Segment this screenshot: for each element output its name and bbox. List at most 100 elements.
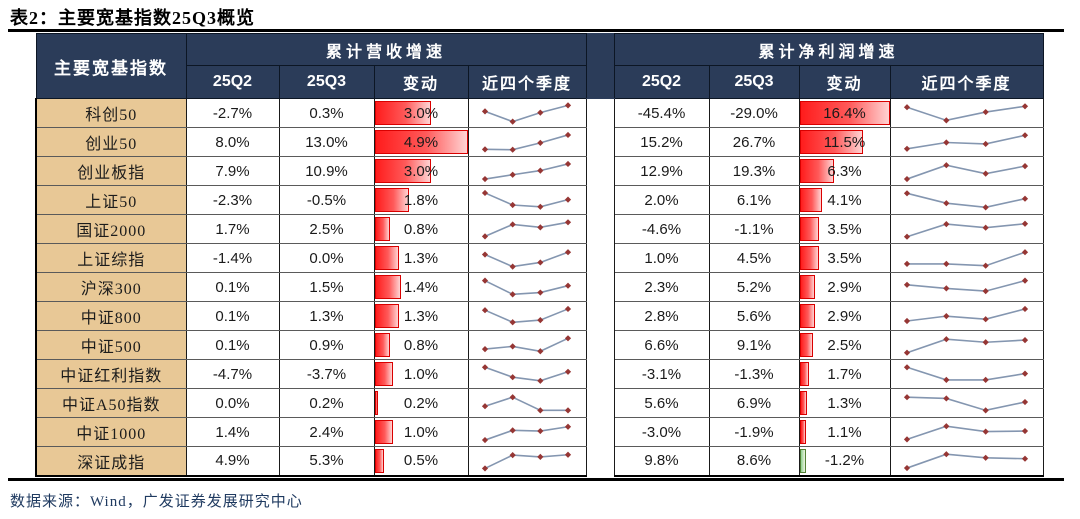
revenue-group-header: 累计营收增速 <box>185 33 587 66</box>
rev-sparkline <box>467 330 587 360</box>
rev-sparkline <box>467 214 587 244</box>
change-data-bar <box>800 101 890 125</box>
rev-25q2-value: 4.9% <box>185 446 280 477</box>
change-data-bar <box>800 188 823 212</box>
change-data-bar <box>375 130 467 154</box>
rev-25q3-value: 1.5% <box>278 272 375 302</box>
profit-25q2-value: -45.4% <box>613 98 710 128</box>
column-gap <box>585 156 615 186</box>
rev-change-cell: 1.3% <box>373 243 469 273</box>
column-gap <box>585 127 615 157</box>
profit-25q3-value: 26.7% <box>708 127 800 157</box>
column-gap <box>585 98 615 128</box>
profit-sparkline-header: 近四个季度 <box>889 65 1044 99</box>
profit-sparkline <box>889 156 1044 186</box>
rev-25q3-value: 13.0% <box>278 127 375 157</box>
change-data-bar <box>375 333 390 357</box>
rev-25q3-value: 5.3% <box>278 446 375 477</box>
profit-25q2-value: 1.0% <box>613 243 710 273</box>
profit-sparkline <box>889 301 1044 331</box>
table-row: 中证A50指数 0.0% 0.2% 0.2% 5.6% 6.9% 1.3% <box>35 388 1044 418</box>
change-value: 2.5% <box>827 336 862 354</box>
profit-25q2-value: -4.6% <box>613 214 710 244</box>
column-gap <box>585 388 615 418</box>
rev-sparkline <box>467 301 587 331</box>
index-name: 中证800 <box>35 301 187 331</box>
column-gap <box>585 359 615 389</box>
profit-25q3-value: 6.9% <box>708 388 800 418</box>
profit-change-cell: 2.9% <box>798 301 891 331</box>
rev-change-cell: 3.0% <box>373 156 469 186</box>
profit-sparkline <box>889 388 1044 418</box>
change-data-bar <box>375 188 409 212</box>
profit-25q2-value: 6.6% <box>613 330 710 360</box>
profit-sparkline <box>889 330 1044 360</box>
profit-change-cell: 16.4% <box>798 98 891 128</box>
change-value: 2.9% <box>827 307 862 325</box>
change-value: 0.2% <box>403 394 439 412</box>
rev-25q3-value: 10.9% <box>278 156 375 186</box>
index-name: 国证2000 <box>35 214 187 244</box>
table-row: 中证红利指数 -4.7% -3.7% 1.0% -3.1% -1.3% 1.7% <box>35 359 1044 389</box>
profit-25q3-value: -1.1% <box>708 214 800 244</box>
profit-sparkline <box>889 185 1044 215</box>
change-data-bar <box>800 304 816 328</box>
change-value: 0.8% <box>403 336 439 354</box>
rev-sparkline <box>467 359 587 389</box>
profit-25q3-value: 5.6% <box>708 301 800 331</box>
change-data-bar <box>375 362 394 386</box>
rev-25q3-value: 0.9% <box>278 330 375 360</box>
profit-25q2-value: 5.6% <box>613 388 710 418</box>
table-row: 中证1000 1.4% 2.4% 1.0% -3.0% -1.9% 1.1% <box>35 417 1044 447</box>
profit-25q3-value: 9.1% <box>708 330 800 360</box>
change-value: 3.0% <box>403 162 439 180</box>
rev-change-cell: 0.8% <box>373 214 469 244</box>
rev-25q2-value: 7.9% <box>185 156 280 186</box>
index-name: 中证1000 <box>35 417 187 447</box>
rev-25q2-value: 8.0% <box>185 127 280 157</box>
profit-25q2-value: -3.0% <box>613 417 710 447</box>
sub-header-row: 25Q2 25Q3 变动 近四个季度 25Q2 25Q3 变动 近四个季度 <box>36 65 1044 99</box>
change-data-bar <box>800 333 814 357</box>
rev-sparkline <box>467 388 587 418</box>
change-data-bar <box>800 362 809 386</box>
profit-change-cell: 1.3% <box>798 388 891 418</box>
profit-25q2-value: 15.2% <box>613 127 710 157</box>
index-column-header: 主要宽基指数 <box>35 33 187 99</box>
change-value: 0.5% <box>403 452 439 470</box>
change-value: 3.5% <box>827 220 862 238</box>
rev-change-cell: 3.0% <box>373 98 469 128</box>
rev-change-header: 变动 <box>373 65 469 99</box>
column-gap <box>585 214 615 244</box>
profit-25q3-value: -1.9% <box>708 417 800 447</box>
rev-sparkline <box>467 98 587 128</box>
table-row: 上证综指 -1.4% 0.0% 1.3% 1.0% 4.5% 3.5% <box>35 243 1044 273</box>
profit-change-cell: -1.2% <box>798 446 891 477</box>
profit-25q2-header: 25Q2 <box>613 65 710 99</box>
change-value: 1.3% <box>827 394 862 412</box>
table-row: 创业板指 7.9% 10.9% 3.0% 12.9% 19.3% 6.3% <box>35 156 1044 186</box>
profit-sparkline <box>889 127 1044 157</box>
group-separator <box>585 33 615 99</box>
rev-sparkline <box>467 185 587 215</box>
rev-25q2-value: 0.0% <box>185 388 280 418</box>
table-body: 科创50 -2.7% 0.3% 3.0% -45.4% -29.0% 16.4% 创业50 8.… <box>35 98 1044 477</box>
rev-25q2-value: -1.4% <box>185 243 280 273</box>
change-data-bar <box>375 449 384 473</box>
rev-change-cell: 1.3% <box>373 301 469 331</box>
column-gap <box>585 272 615 302</box>
change-data-bar <box>375 159 432 183</box>
column-gap <box>585 417 615 447</box>
rev-sparkline <box>467 127 587 157</box>
rev-25q2-value: 0.1% <box>185 272 280 302</box>
index-name: 创业50 <box>35 127 187 157</box>
change-data-bar <box>375 420 394 444</box>
profit-sparkline <box>889 272 1044 302</box>
change-value: 1.0% <box>403 423 439 441</box>
rev-change-cell: 1.0% <box>373 359 469 389</box>
change-data-bar <box>800 246 819 270</box>
profit-change-cell: 1.7% <box>798 359 891 389</box>
table-row: 科创50 -2.7% 0.3% 3.0% -45.4% -29.0% 16.4% <box>35 98 1044 128</box>
change-data-bar <box>375 275 402 299</box>
rev-25q3-header: 25Q3 <box>278 65 375 99</box>
